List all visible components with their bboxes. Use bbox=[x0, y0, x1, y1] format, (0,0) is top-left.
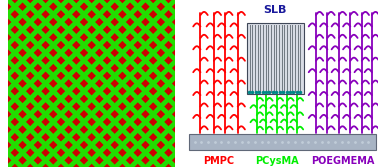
Bar bbox=[189, 134, 376, 150]
Bar bbox=[247, 23, 304, 94]
Text: PCysMA: PCysMA bbox=[255, 156, 299, 166]
Text: PMPC: PMPC bbox=[203, 156, 234, 166]
Text: SLB: SLB bbox=[264, 5, 287, 15]
Text: POEGMEMA: POEGMEMA bbox=[311, 156, 374, 166]
